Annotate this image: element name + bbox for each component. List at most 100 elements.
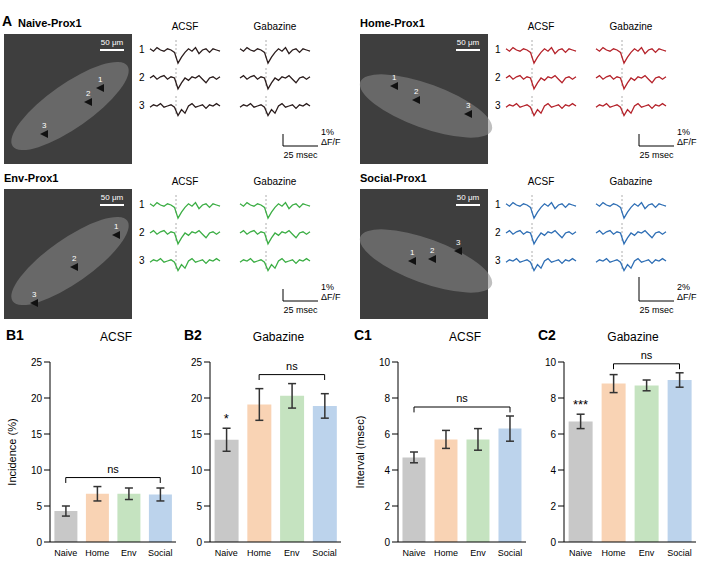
svg-text:3: 3 <box>466 101 471 110</box>
svg-text:ns: ns <box>107 463 119 475</box>
svg-text:50 μm: 50 μm <box>457 193 480 202</box>
svg-text:2: 2 <box>139 227 145 238</box>
svg-text:25 msec: 25 msec <box>639 150 674 160</box>
svg-text:Gabazine: Gabazine <box>610 21 653 32</box>
svg-text:2: 2 <box>550 501 556 512</box>
svg-text:Env: Env <box>470 548 486 558</box>
svg-text:Home: Home <box>247 548 271 558</box>
svg-text:2: 2 <box>72 254 77 263</box>
svg-text:3: 3 <box>495 100 501 111</box>
svg-text:25: 25 <box>191 357 203 368</box>
svg-text:Home: Home <box>434 548 458 558</box>
svg-text:2: 2 <box>495 72 501 83</box>
svg-text:Naive: Naive <box>402 548 425 558</box>
svg-text:1: 1 <box>495 44 501 55</box>
svg-text:Env: Env <box>639 548 655 558</box>
svg-text:0: 0 <box>550 537 556 548</box>
svg-text:0: 0 <box>196 537 202 548</box>
svg-text:1: 1 <box>410 248 415 257</box>
svg-text:Social: Social <box>498 548 523 558</box>
svg-text:Home: Home <box>85 548 109 558</box>
svg-text:1: 1 <box>139 44 145 55</box>
svg-text:ACSF: ACSF <box>172 176 199 187</box>
svg-text:10: 10 <box>545 357 557 368</box>
svg-text:1%: 1% <box>321 127 334 137</box>
svg-text:ΔF/F: ΔF/F <box>321 292 341 302</box>
svg-text:25 msec: 25 msec <box>283 150 318 160</box>
svg-text:1: 1 <box>495 199 501 210</box>
svg-text:Home-Prox1: Home-Prox1 <box>360 17 425 29</box>
svg-text:25: 25 <box>31 357 43 368</box>
svg-text:6: 6 <box>384 429 390 440</box>
svg-text:Env: Env <box>284 548 300 558</box>
svg-text:Gabazine: Gabazine <box>610 176 653 187</box>
svg-text:1%: 1% <box>321 282 334 292</box>
svg-text:2: 2 <box>495 227 501 238</box>
svg-text:Incidence (%): Incidence (%) <box>6 418 18 485</box>
svg-text:Home: Home <box>601 548 625 558</box>
svg-text:Env: Env <box>121 548 137 558</box>
svg-text:25 msec: 25 msec <box>283 305 318 315</box>
svg-text:8: 8 <box>384 393 390 404</box>
svg-text:8: 8 <box>550 393 556 404</box>
svg-text:2: 2 <box>139 72 145 83</box>
svg-text:1%: 1% <box>677 127 690 137</box>
svg-text:Social: Social <box>148 548 173 558</box>
svg-text:***: *** <box>573 397 588 412</box>
svg-text:Social: Social <box>312 548 337 558</box>
svg-text:1: 1 <box>114 222 119 231</box>
svg-text:3: 3 <box>456 238 461 247</box>
svg-text:*: * <box>224 411 229 426</box>
svg-text:1: 1 <box>392 73 397 82</box>
svg-text:Naive: Naive <box>54 548 77 558</box>
svg-text:2%: 2% <box>677 282 690 292</box>
svg-text:25 msec: 25 msec <box>639 305 674 315</box>
svg-text:2: 2 <box>86 89 91 98</box>
svg-text:50 μm: 50 μm <box>101 193 124 202</box>
svg-text:3: 3 <box>495 255 501 266</box>
svg-text:Naive-Prox1: Naive-Prox1 <box>18 17 82 29</box>
svg-text:15: 15 <box>191 429 203 440</box>
svg-text:3: 3 <box>42 121 47 130</box>
svg-text:2: 2 <box>430 246 435 255</box>
svg-text:15: 15 <box>31 429 43 440</box>
svg-text:ΔF/F: ΔF/F <box>677 137 697 147</box>
svg-text:Env-Prox1: Env-Prox1 <box>4 172 58 184</box>
svg-text:1: 1 <box>98 75 103 84</box>
svg-text:2: 2 <box>414 87 419 96</box>
svg-text:20: 20 <box>191 393 203 404</box>
svg-text:6: 6 <box>550 429 556 440</box>
svg-text:0: 0 <box>36 537 42 548</box>
svg-text:5: 5 <box>196 501 202 512</box>
svg-text:4: 4 <box>550 465 556 476</box>
svg-text:1: 1 <box>139 199 145 210</box>
svg-text:10: 10 <box>379 357 391 368</box>
svg-text:50 μm: 50 μm <box>457 38 480 47</box>
svg-text:Naive: Naive <box>215 548 238 558</box>
svg-text:5: 5 <box>36 501 42 512</box>
svg-text:Gabazine: Gabazine <box>254 176 297 187</box>
svg-text:ΔF/F: ΔF/F <box>321 137 341 147</box>
svg-text:3: 3 <box>139 100 145 111</box>
svg-text:Social-Prox1: Social-Prox1 <box>360 172 427 184</box>
svg-text:2: 2 <box>384 501 390 512</box>
svg-text:4: 4 <box>384 465 390 476</box>
svg-text:3: 3 <box>139 255 145 266</box>
svg-text:ACSF: ACSF <box>528 176 555 187</box>
svg-text:ΔF/F: ΔF/F <box>677 292 697 302</box>
svg-text:ACSF: ACSF <box>172 21 199 32</box>
svg-text:ACSF: ACSF <box>528 21 555 32</box>
svg-text:10: 10 <box>31 465 43 476</box>
svg-text:20: 20 <box>31 393 43 404</box>
svg-text:Interval (msec): Interval (msec) <box>354 416 366 489</box>
svg-text:ns: ns <box>456 392 468 404</box>
svg-text:50 μm: 50 μm <box>101 38 124 47</box>
svg-text:ns: ns <box>641 349 653 361</box>
svg-text:ns: ns <box>286 360 298 372</box>
svg-text:0: 0 <box>384 537 390 548</box>
svg-text:Social: Social <box>667 548 692 558</box>
svg-text:3: 3 <box>32 290 37 299</box>
svg-text:Gabazine: Gabazine <box>254 21 297 32</box>
svg-text:Naive: Naive <box>569 548 592 558</box>
svg-text:A: A <box>2 13 12 29</box>
